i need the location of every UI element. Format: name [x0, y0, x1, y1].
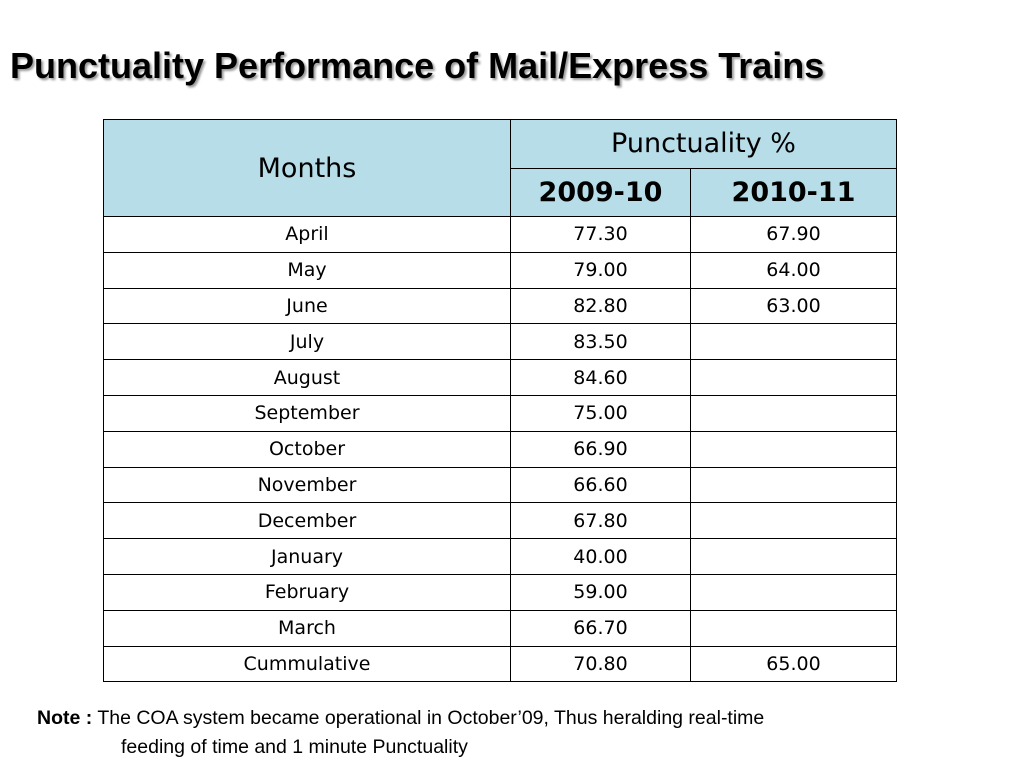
value-2010-11-cell — [690, 394, 897, 432]
table-row: October 66.90 — [103, 430, 897, 468]
month-cell: July — [103, 323, 511, 361]
value-2009-10-cell: 75.00 — [510, 394, 691, 432]
punctuality-table: Months Punctuality % 2009-10 2010-11 Apr… — [103, 119, 897, 683]
value-2009-10-cell: 83.50 — [510, 323, 691, 361]
month-cell: October — [103, 430, 511, 468]
value-2009-10-cell: 40.00 — [510, 538, 691, 575]
table-footer: Cummulative 70.80 65.00 — [103, 645, 897, 683]
punctuality-group-header: Punctuality % — [510, 119, 897, 169]
value-2009-10-cell: 77.30 — [510, 216, 691, 253]
cumulative-2010-11: 65.00 — [690, 645, 897, 683]
table-header: Months Punctuality % 2009-10 2010-11 — [103, 119, 897, 217]
table-row: November 66.60 — [103, 466, 897, 504]
note-label: Note : — [37, 707, 93, 729]
value-2009-10-cell: 66.60 — [510, 466, 691, 504]
value-2010-11-cell — [690, 359, 897, 396]
value-2010-11-cell — [690, 466, 897, 504]
table-body: April 77.30 67.90 May 79.00 64.00 June 82.80 63.… — [103, 216, 897, 647]
value-2010-11-cell: 63.00 — [690, 287, 897, 325]
table-row: March 66.70 — [103, 609, 897, 647]
month-cell: March — [103, 609, 511, 647]
month-cell: February — [103, 573, 511, 611]
month-cell: November — [103, 466, 511, 504]
value-2009-10-cell: 82.80 — [510, 287, 691, 325]
value-2009-10-cell: 67.80 — [510, 502, 691, 540]
cumulative-2009-10: 70.80 — [510, 645, 691, 683]
table-row: September 75.00 — [103, 394, 897, 432]
value-2010-11-cell — [690, 430, 897, 468]
page-title: Punctuality Performance of Mail/Express … — [10, 45, 825, 86]
table-row: July 83.50 — [103, 323, 897, 361]
value-2010-11-cell: 64.00 — [690, 251, 897, 289]
table-row: December 67.80 — [103, 502, 897, 540]
table-row-cumulative: Cummulative 70.80 65.00 — [103, 645, 897, 683]
table-row: August 84.60 — [103, 359, 897, 396]
table-row: January 40.00 — [103, 538, 897, 575]
value-2010-11-cell — [690, 573, 897, 611]
note-line-1: The COA system became operational in Oct… — [97, 707, 765, 729]
table-row: February 59.00 — [103, 573, 897, 611]
value-2010-11-cell — [690, 609, 897, 647]
table-row: April 77.30 67.90 — [103, 216, 897, 253]
month-cell: April — [103, 216, 511, 253]
month-cell: December — [103, 502, 511, 540]
value-2010-11-cell — [690, 323, 897, 361]
month-cell: January — [103, 538, 511, 575]
value-2010-11-cell: 67.90 — [690, 216, 897, 253]
value-2010-11-cell — [690, 538, 897, 575]
value-2010-11-cell — [690, 502, 897, 540]
month-cell: May — [103, 251, 511, 289]
month-cell: September — [103, 394, 511, 432]
table-row: May 79.00 64.00 — [103, 251, 897, 289]
footnote: Note : The COA system became operational… — [37, 704, 1012, 762]
cumulative-label: Cummulative — [103, 645, 511, 683]
month-cell: June — [103, 287, 511, 325]
year-2009-10-header: 2009-10 — [510, 167, 691, 217]
note-line-2: feeding of time and 1 minute Punctuality — [121, 736, 468, 758]
value-2009-10-cell: 66.90 — [510, 430, 691, 468]
value-2009-10-cell: 79.00 — [510, 251, 691, 289]
value-2009-10-cell: 66.70 — [510, 609, 691, 647]
year-2010-11-header: 2010-11 — [690, 167, 897, 217]
months-column-header: Months — [103, 119, 511, 217]
value-2009-10-cell: 59.00 — [510, 573, 691, 611]
table-row: June 82.80 63.00 — [103, 287, 897, 325]
value-2009-10-cell: 84.60 — [510, 359, 691, 396]
month-cell: August — [103, 359, 511, 396]
